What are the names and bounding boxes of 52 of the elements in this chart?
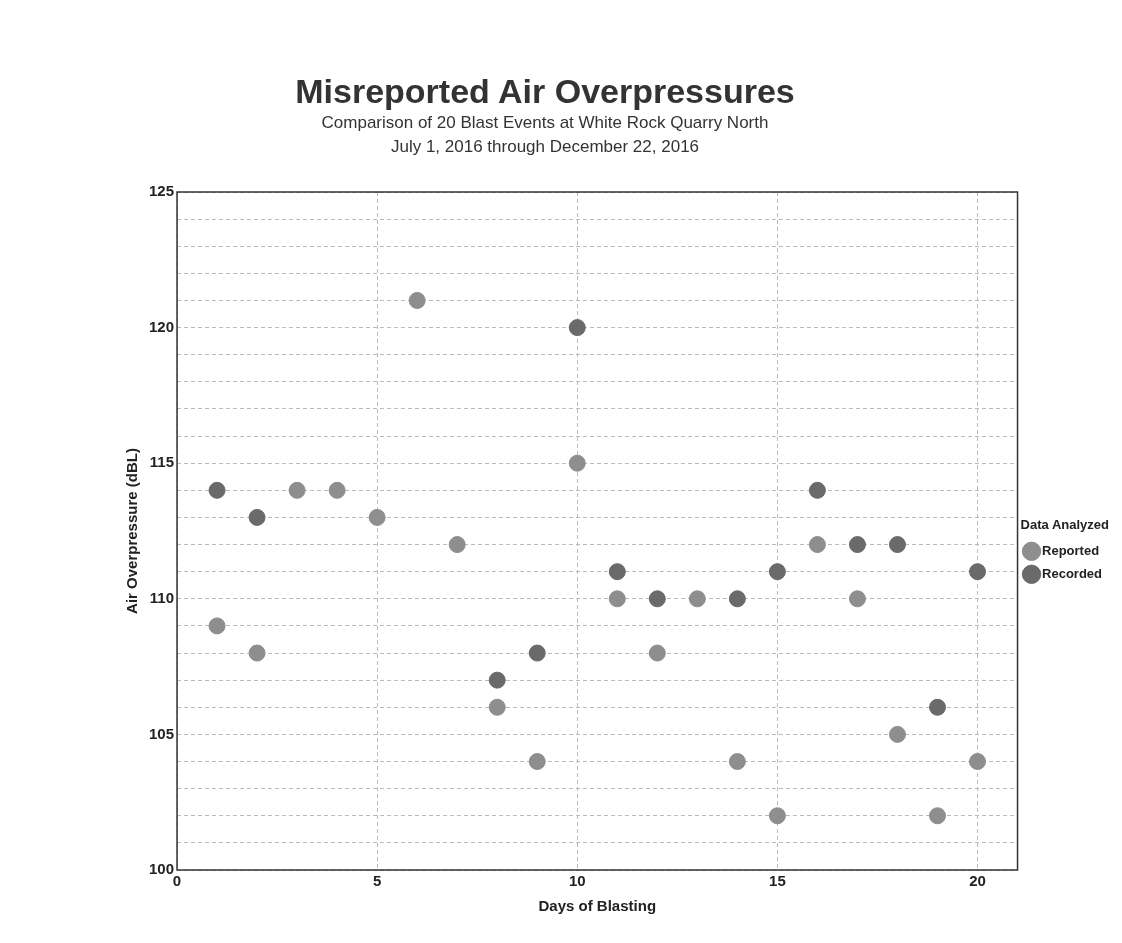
point (448, 536, 466, 554)
legend-label: Reported (1042, 542, 1100, 558)
y-tick-label: 110 (149, 588, 175, 606)
point (528, 644, 546, 662)
legend-label: Recorded (1042, 565, 1103, 581)
point (848, 590, 866, 608)
point (969, 753, 987, 771)
point (208, 617, 226, 635)
y-tick-label: 100 (149, 860, 175, 878)
point (528, 753, 546, 771)
x-axis-title: Days of Blasting (538, 897, 657, 915)
chart-title: Misreported Air Overpressures (294, 72, 796, 111)
point (969, 563, 987, 581)
point (568, 454, 586, 472)
chart-subtitle: Comparison of 20 Blast Events at White Rock Quarry North July 1, 2016 through December 22, 2016 (320, 112, 770, 158)
y-tick-label: 105 (149, 724, 175, 742)
point (488, 671, 506, 689)
point (728, 590, 746, 608)
point (248, 508, 266, 526)
point (368, 508, 386, 526)
point (688, 590, 706, 608)
point (768, 807, 786, 825)
legend-title: Data Analyzed (1020, 517, 1110, 533)
point (808, 536, 826, 554)
point (888, 536, 906, 554)
point (568, 319, 586, 337)
x-tick-label: 0 (172, 872, 182, 890)
x-tick-label: 10 (568, 872, 586, 890)
x-tick-label: 5 (372, 872, 382, 890)
y-tick-label: 115 (149, 453, 175, 471)
point (608, 563, 626, 581)
point (928, 698, 946, 716)
point (768, 563, 786, 581)
point (408, 291, 426, 309)
point (648, 590, 666, 608)
point (328, 481, 346, 499)
point (608, 590, 626, 608)
x-tick-label: 15 (769, 872, 786, 890)
point (648, 644, 666, 662)
y-tick-label: 125 (149, 182, 175, 200)
point (288, 481, 306, 499)
point (248, 644, 266, 662)
point (208, 481, 226, 499)
point (888, 725, 906, 743)
x-tick-label: 20 (969, 872, 986, 890)
point (728, 753, 746, 771)
point (488, 698, 506, 716)
y-axis-title: Air Overpressure (dBL) (123, 448, 141, 614)
y-tick-label: 120 (149, 317, 175, 335)
point (808, 481, 826, 499)
point (928, 807, 946, 825)
point (848, 536, 866, 554)
